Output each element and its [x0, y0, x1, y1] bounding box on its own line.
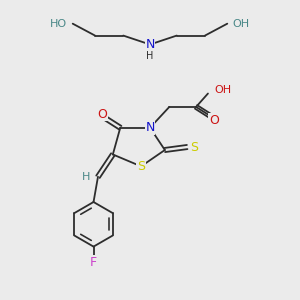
Text: N: N [145, 121, 155, 134]
Text: S: S [190, 140, 198, 154]
Text: F: F [90, 256, 97, 268]
Text: O: O [209, 114, 219, 127]
Text: HO: HO [50, 19, 68, 29]
Text: H: H [146, 51, 154, 61]
Text: N: N [145, 38, 155, 51]
Text: S: S [137, 160, 145, 173]
Text: OH: OH [232, 19, 250, 29]
Text: OH: OH [214, 85, 232, 95]
Text: H: H [82, 172, 91, 182]
Text: O: O [98, 108, 107, 121]
